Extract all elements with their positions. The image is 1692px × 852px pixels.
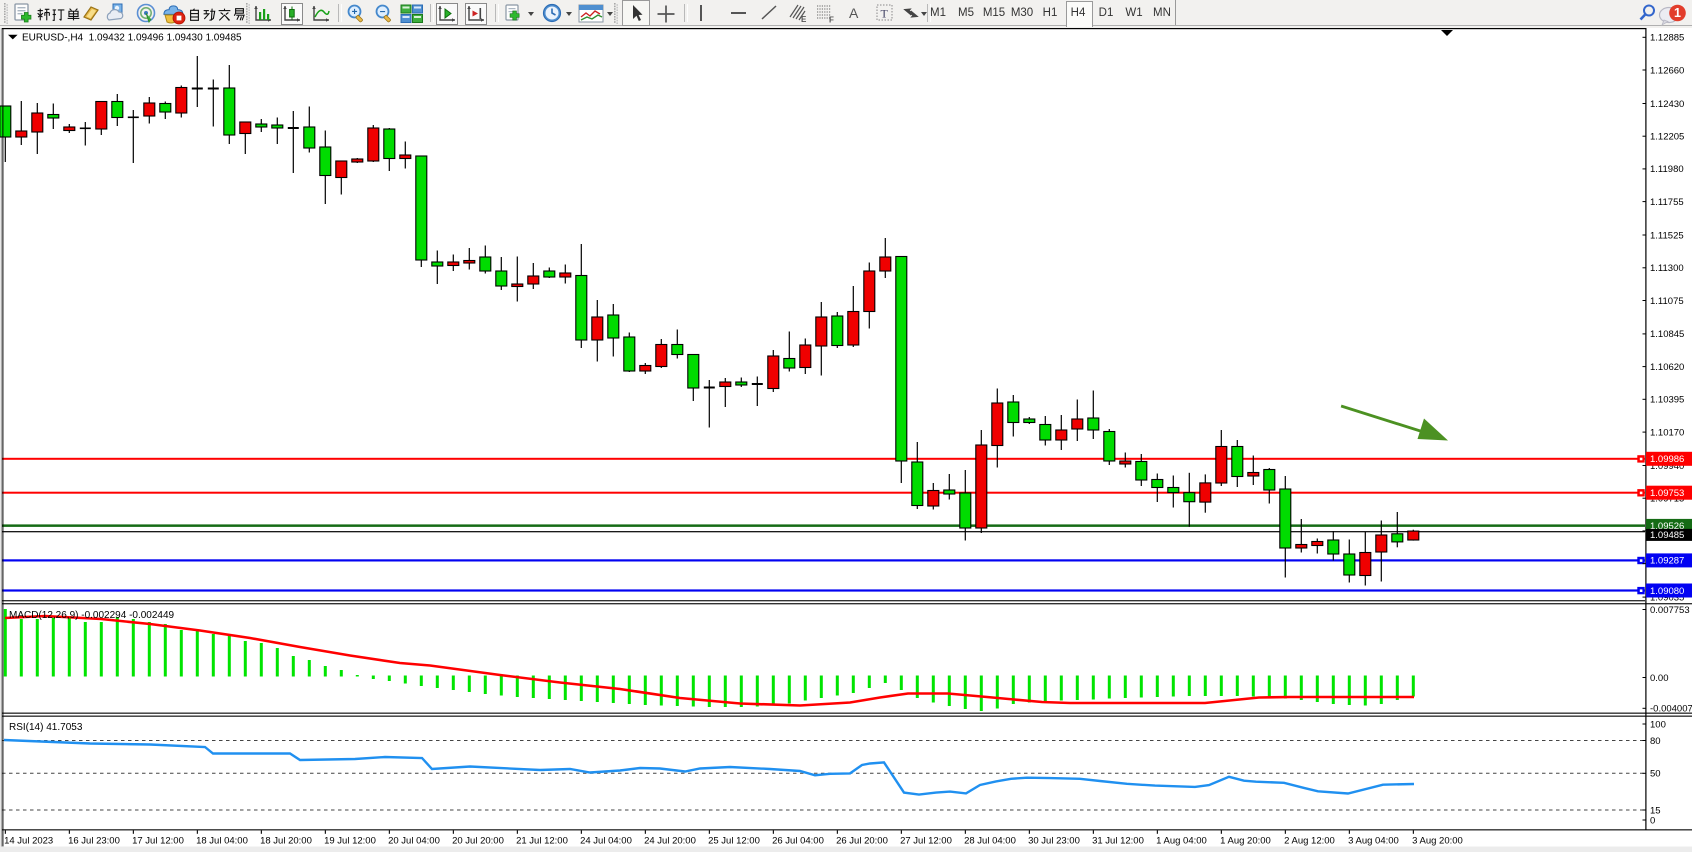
svg-text:-0.004007: -0.004007 xyxy=(1650,704,1692,715)
svg-text:28 Jul 04:00: 28 Jul 04:00 xyxy=(964,836,1016,847)
svg-text:26 Jul 20:00: 26 Jul 20:00 xyxy=(836,836,888,847)
svg-text:1.11300: 1.11300 xyxy=(1650,263,1684,274)
svg-text:1 Aug 20:00: 1 Aug 20:00 xyxy=(1220,836,1271,847)
svg-text:T: T xyxy=(881,7,889,21)
svg-text:80: 80 xyxy=(1650,736,1661,747)
svg-text:16 Jul 23:00: 16 Jul 23:00 xyxy=(68,836,120,847)
svg-text:1.09986: 1.09986 xyxy=(1650,454,1684,465)
svg-text:MACD(12,26,9) -0.002294 -0.002: MACD(12,26,9) -0.002294 -0.002449 xyxy=(9,610,175,621)
svg-text:1.12660: 1.12660 xyxy=(1650,65,1684,76)
svg-text:RSI(14) 41.7053: RSI(14) 41.7053 xyxy=(9,722,83,733)
svg-text:1.09080: 1.09080 xyxy=(1650,586,1684,597)
svg-text:1.12885: 1.12885 xyxy=(1650,33,1684,44)
svg-text:30 Jul 23:00: 30 Jul 23:00 xyxy=(1028,836,1080,847)
svg-text:3 Aug 20:00: 3 Aug 20:00 xyxy=(1412,836,1463,847)
svg-text:1.10395: 1.10395 xyxy=(1650,395,1684,406)
svg-text:1.09526: 1.09526 xyxy=(1650,521,1684,532)
svg-text:1.10620: 1.10620 xyxy=(1650,362,1684,373)
svg-text:1.12205: 1.12205 xyxy=(1650,132,1684,143)
svg-text:15: 15 xyxy=(1650,805,1661,816)
svg-text:21 Jul 12:00: 21 Jul 12:00 xyxy=(516,836,568,847)
svg-text:2 Aug 12:00: 2 Aug 12:00 xyxy=(1284,836,1335,847)
svg-text:3 Aug 04:00: 3 Aug 04:00 xyxy=(1348,836,1399,847)
svg-text:EURUSD-,H4 1.09432 1.09496 1.: EURUSD-,H4 1.09432 1.09496 1.09430 1.094… xyxy=(22,32,242,43)
svg-text:27 Jul 12:00: 27 Jul 12:00 xyxy=(900,836,952,847)
svg-text:1.11525: 1.11525 xyxy=(1650,230,1684,241)
svg-text:1.11980: 1.11980 xyxy=(1650,164,1684,175)
svg-text:1: 1 xyxy=(1674,6,1681,20)
svg-text:1.10845: 1.10845 xyxy=(1650,329,1684,340)
svg-text:−: − xyxy=(380,7,386,18)
svg-text:26 Jul 04:00: 26 Jul 04:00 xyxy=(772,836,824,847)
svg-text:14 Jul 2023: 14 Jul 2023 xyxy=(4,836,53,847)
svg-text:24 Jul 20:00: 24 Jul 20:00 xyxy=(644,836,696,847)
svg-text:20 Jul 20:00: 20 Jul 20:00 xyxy=(452,836,504,847)
svg-text:19 Jul 12:00: 19 Jul 12:00 xyxy=(324,836,376,847)
svg-text:50: 50 xyxy=(1650,769,1661,780)
svg-text:1.12430: 1.12430 xyxy=(1650,99,1684,110)
svg-text:1.11075: 1.11075 xyxy=(1650,296,1684,307)
svg-text:F: F xyxy=(829,16,834,24)
svg-text:1.11755: 1.11755 xyxy=(1650,197,1684,208)
svg-text:1.10170: 1.10170 xyxy=(1650,427,1684,438)
svg-text:25 Jul 12:00: 25 Jul 12:00 xyxy=(708,836,760,847)
svg-text:0.007753: 0.007753 xyxy=(1650,605,1690,616)
svg-text:18 Jul 04:00: 18 Jul 04:00 xyxy=(196,836,248,847)
svg-text:E: E xyxy=(801,15,807,23)
svg-text:17 Jul 12:00: 17 Jul 12:00 xyxy=(132,836,184,847)
svg-text:1.09287: 1.09287 xyxy=(1650,556,1684,567)
svg-text:1 Aug 04:00: 1 Aug 04:00 xyxy=(1156,836,1207,847)
svg-text:20 Jul 04:00: 20 Jul 04:00 xyxy=(388,836,440,847)
svg-text:0: 0 xyxy=(1650,815,1655,826)
svg-text:0.00: 0.00 xyxy=(1650,673,1669,684)
svg-text:31 Jul 12:00: 31 Jul 12:00 xyxy=(1092,836,1144,847)
svg-text:100: 100 xyxy=(1650,719,1666,730)
svg-text:1.09940: 1.09940 xyxy=(1650,461,1684,472)
svg-text:1.09035: 1.09035 xyxy=(1650,592,1684,603)
svg-text:24 Jul 04:00: 24 Jul 04:00 xyxy=(580,836,632,847)
svg-text:+: + xyxy=(352,7,358,18)
svg-text:18 Jul 20:00: 18 Jul 20:00 xyxy=(260,836,312,847)
svg-text:1.09753: 1.09753 xyxy=(1650,488,1684,499)
svg-text:1.09485: 1.09485 xyxy=(1650,530,1684,541)
